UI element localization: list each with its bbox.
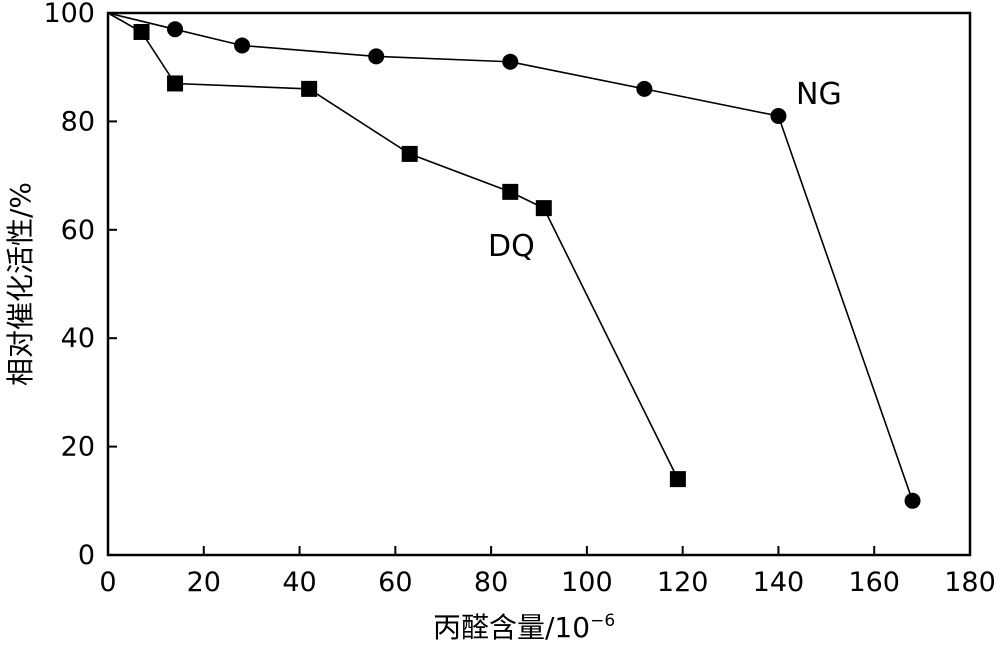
plot-frame: [106, 11, 972, 557]
x-tick-label-4: 80: [474, 567, 508, 598]
data-point-dq-7: [669, 471, 686, 488]
y-axis-title: 相对催化活性/%: [4, 182, 37, 386]
data-point-ng-1: [167, 21, 184, 38]
series-line-ng: [107, 12, 914, 502]
y-tick-label-3: 60: [61, 215, 95, 246]
x-tick-label-0: 0: [99, 567, 116, 598]
x-tick-label-3: 60: [378, 567, 412, 598]
data-point-ng-2: [234, 37, 251, 54]
data-point-dq-1: [133, 23, 150, 40]
x-tick-label-7: 140: [753, 567, 805, 598]
x-tick-label-9: 180: [944, 567, 996, 598]
data-point-ng-6: [770, 107, 787, 124]
y-tick-label-4: 80: [61, 106, 95, 137]
data-point-dq-4: [401, 145, 418, 162]
data-point-dq-3: [301, 80, 318, 97]
x-axis-title: 丙醛含量/10−6: [433, 611, 615, 644]
x-axis-title-exponent: −6: [590, 611, 615, 631]
series-label-ng: NG: [796, 77, 842, 112]
data-point-ng-7: [904, 492, 921, 509]
data-point-dq-6: [535, 200, 552, 217]
axis-ticks: 0 20 40 60 80 100 120 140 160 180 0 20 40 60 80 100: [43, 0, 995, 598]
data-point-dq-2: [167, 75, 184, 92]
series-layer: [107, 12, 921, 509]
y-tick-label-0: 0: [78, 540, 95, 571]
x-tick-label-5: 100: [561, 567, 613, 598]
y-tick-label-2: 40: [61, 323, 95, 354]
data-point-ng-3: [368, 48, 385, 65]
x-tick-label-1: 20: [187, 567, 221, 598]
x-tick-label-8: 160: [848, 567, 900, 598]
data-point-ng-4: [502, 53, 519, 70]
data-point-dq-5: [502, 183, 519, 200]
x-tick-label-2: 40: [282, 567, 316, 598]
y-tick-label-1: 20: [61, 432, 95, 463]
series-line-dq: [107, 12, 679, 480]
y-tick-label-5: 100: [43, 0, 95, 29]
data-point-ng-5: [636, 80, 653, 97]
x-tick-label-6: 120: [657, 567, 709, 598]
series-label-dq: DQ: [488, 229, 535, 264]
